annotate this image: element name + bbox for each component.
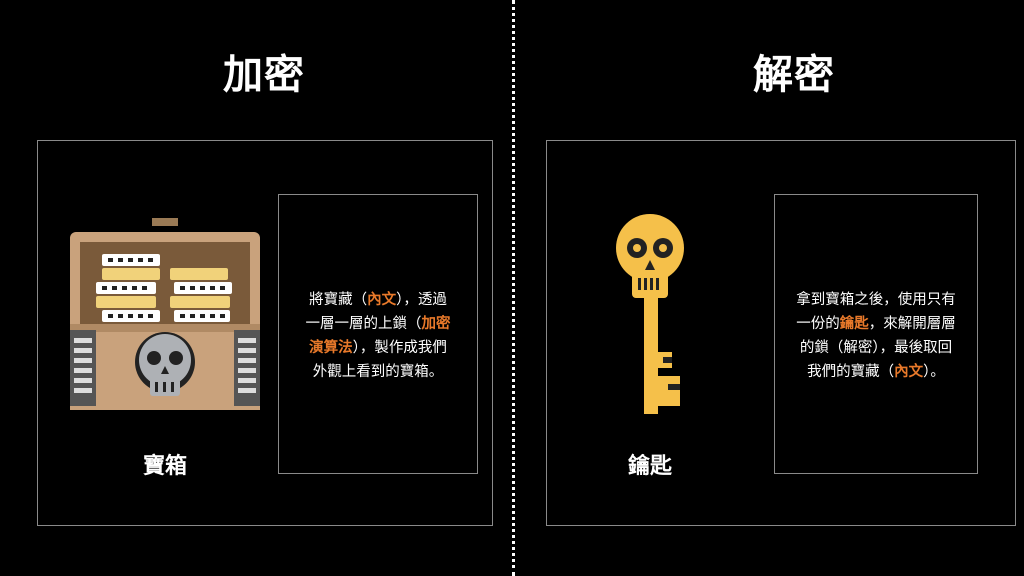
encrypt-description: 將寶藏（內文），透過 一層一層的上鎖（加密 演算法），製作成我們 外觀上看到的寶… — [278, 194, 478, 474]
encrypt-desc-line-1: 將寶藏（內文），透過 — [309, 292, 447, 308]
encrypt-heading: 加密 — [223, 52, 305, 98]
decrypt-desc-line-3: 的鎖（解密），最後取回 — [799, 340, 953, 356]
decrypt-desc-line-2: 一份的鑰匙，來解開層層 — [796, 316, 956, 332]
decrypt-description: 拿到寶箱之後，使用只有 一份的鑰匙，來解開層層 的鎖（解密），最後取回 我們的寶… — [774, 194, 978, 474]
encrypt-desc-line-4: 外觀上看到的寶箱。 — [312, 364, 444, 380]
key-caption: 鑰匙 — [627, 454, 672, 479]
decrypt-desc-line-1: 拿到寶箱之後，使用只有 — [796, 292, 956, 308]
treasure-chest-skull-icon — [66, 216, 264, 416]
encrypt-desc-line-3: 演算法），製作成我們 — [309, 340, 447, 356]
center-dotted-divider — [512, 0, 515, 576]
decrypt-heading: 解密 — [753, 52, 835, 98]
treasure-chest-caption: 寶箱 — [142, 454, 187, 479]
decrypt-desc-line-4: 我們的寶藏（內文）。 — [807, 364, 945, 380]
encrypt-desc-line-2: 一層一層的上鎖（加密 — [305, 316, 451, 332]
skull-key-icon — [608, 214, 692, 420]
encrypt-panel — [37, 140, 493, 526]
decrypt-panel — [546, 140, 1016, 526]
